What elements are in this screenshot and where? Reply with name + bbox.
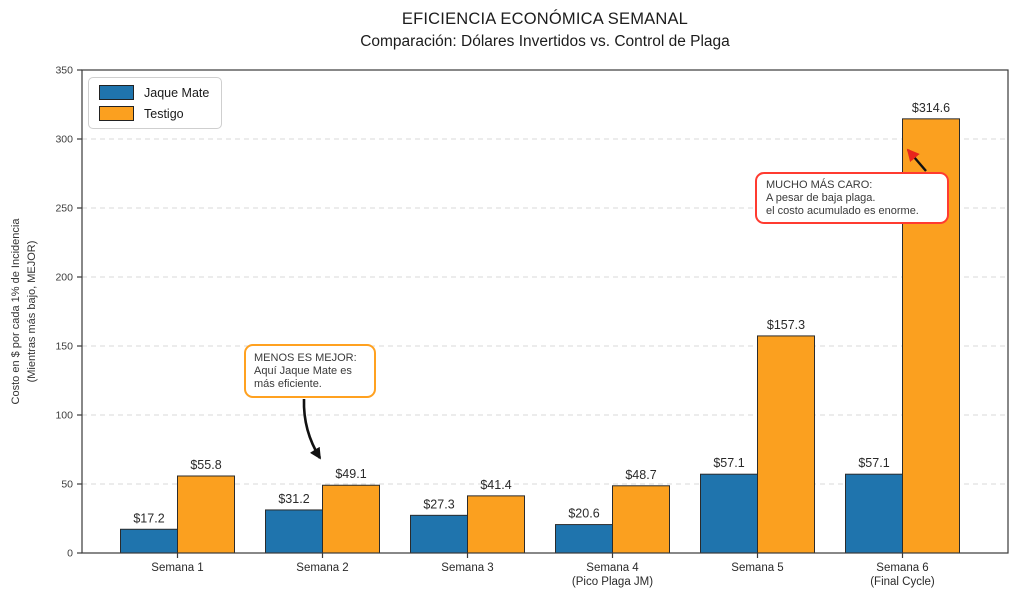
chart-title-block: EFICIENCIA ECONÓMICA SEMANAL Comparación… [66,9,1024,51]
legend-label: Jaque Mate [144,85,210,100]
bar-jaque-mate-3 [410,514,468,554]
bar-jaque-mate-1 [120,528,178,554]
x-tick-label: Semana 1 [151,562,203,574]
bar-value-label: $48.7 [625,468,656,482]
bar-testigo-3 [467,495,525,554]
bar-value-label: $314.6 [912,101,950,115]
bar-value-label: $41.4 [480,478,511,492]
x-tick-label: Semana 2 [296,562,348,574]
y-tick-label: 200 [55,272,73,284]
chart-text: $17.2 $31.2 $27.3 $20.6 $57.1 $57.1 $55.8 $49.1… [10,65,950,589]
plot-frame [81,69,1009,554]
bar-value-label: $57.1 [858,456,889,470]
annotation-arrows [302,148,927,460]
legend-swatch-orange-icon [99,106,134,121]
annotation-menos-es-mejor: MENOS ES MEJOR: Aquí Jaque Mate es más e… [244,344,376,399]
bar-jaque-mate-4 [555,524,613,554]
annotation-line: el costo acumulado es enorme. [766,204,919,217]
annotation-arrow-red-icon [906,148,927,172]
bar-jaque-mate-2 [265,509,323,554]
bar-value-label: $31.2 [278,492,309,506]
x-tick-sublabel: (Final Cycle) [870,576,935,588]
legend-item-testigo: Testigo [99,106,209,121]
y-tick-label: 350 [55,65,73,77]
y-tick-label: 300 [55,134,73,146]
bar-value-label: $55.8 [190,458,221,472]
bar-jaque-mate-6 [845,473,903,554]
bar-value-label: $17.2 [133,511,164,525]
bar-testigo-2 [322,484,380,554]
chart-subtitle: Comparación: Dólares Invertidos vs. Cont… [360,32,730,50]
axes [77,69,1009,558]
x-tick-label: Semana 3 [441,562,493,574]
annotation-line: Aquí Jaque Mate es [254,364,352,377]
bar-value-label: $49.1 [335,467,366,481]
gridlines [82,138,1008,485]
bar-value-label: $20.6 [568,507,599,521]
y-tick-label: 50 [61,479,73,491]
chart-title: EFICIENCIA ECONÓMICA SEMANAL [401,10,689,28]
y-axis-label-line1: Costo en $ por cada 1% de Incidencia [10,218,22,405]
annotation-arrow-down-icon [302,398,322,460]
y-tick-label: 150 [55,341,73,353]
x-tick-label: Semana 6 [876,562,928,574]
annotation-line: MUCHO MÁS CARO: [766,179,873,191]
annotation-mucho-mas-caro: MUCHO MÁS CARO: A pesar de baja plaga. e… [755,172,949,225]
bar-testigo-4 [612,485,670,554]
y-tick-label: 0 [67,548,73,560]
bar-value-label: $27.3 [423,497,454,511]
y-tick-label: 250 [55,203,73,215]
bar-testigo-1 [177,475,235,554]
legend: Jaque Mate Testigo [88,77,223,129]
bar-jaque-mate-5 [700,473,758,554]
bar-value-label: $157.3 [767,318,805,332]
x-tick-label: Semana 5 [731,562,783,574]
legend-item-jaque-mate: Jaque Mate [99,85,209,100]
y-axis-label-line2: (Mientras más bajo, MEJOR) [26,241,38,383]
bar-value-label: $57.1 [713,456,744,470]
legend-label: Testigo [144,106,184,121]
legend-swatch-blue-icon [99,85,134,100]
annotation-line: A pesar de baja plaga. [766,191,876,204]
annotation-line: más eficiente. [254,377,322,390]
x-tick-sublabel: (Pico Plaga JM) [572,576,653,588]
x-tick-label: Semana 4 [586,562,639,574]
annotation-line: MENOS ES MEJOR: [254,352,357,364]
y-tick-label: 100 [55,410,73,422]
bar-testigo-5 [757,335,815,554]
